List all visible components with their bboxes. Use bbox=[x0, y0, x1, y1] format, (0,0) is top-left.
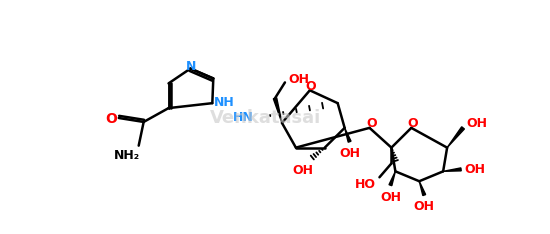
Text: OH: OH bbox=[414, 200, 435, 213]
Text: O: O bbox=[407, 117, 417, 130]
Text: OH: OH bbox=[288, 73, 310, 86]
Text: Venkatasai: Venkatasai bbox=[210, 109, 321, 127]
Text: OH: OH bbox=[380, 190, 401, 204]
Text: OH: OH bbox=[466, 117, 487, 130]
Polygon shape bbox=[419, 181, 426, 196]
Text: NH: NH bbox=[214, 96, 235, 109]
Text: O: O bbox=[105, 112, 117, 126]
Polygon shape bbox=[443, 168, 461, 171]
Polygon shape bbox=[389, 171, 395, 186]
Text: O: O bbox=[305, 80, 316, 93]
Text: OH: OH bbox=[465, 163, 486, 176]
Text: O: O bbox=[366, 117, 377, 130]
Polygon shape bbox=[273, 98, 282, 123]
Text: HO: HO bbox=[355, 178, 376, 191]
Text: OH: OH bbox=[293, 164, 314, 177]
Text: HN: HN bbox=[233, 111, 254, 124]
Text: NH₂: NH₂ bbox=[114, 149, 140, 162]
Polygon shape bbox=[447, 127, 464, 148]
Text: N: N bbox=[186, 60, 196, 73]
Polygon shape bbox=[345, 128, 351, 142]
Text: OH: OH bbox=[339, 147, 360, 160]
